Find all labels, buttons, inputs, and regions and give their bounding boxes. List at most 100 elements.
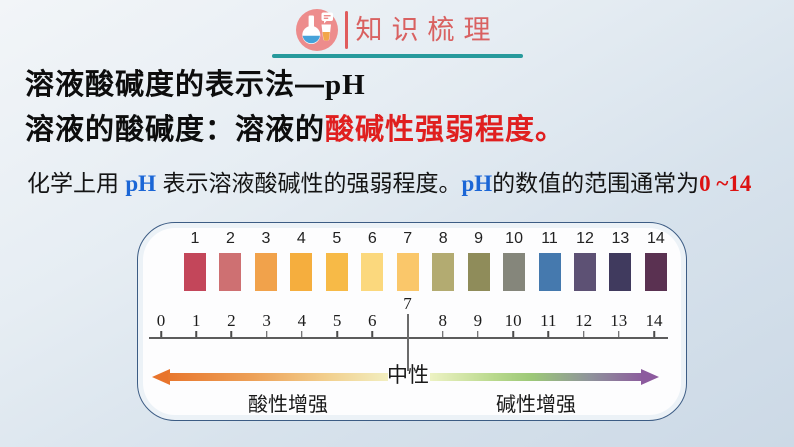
ruler-number: 6 xyxy=(368,311,377,330)
ph-strip-cell: 11 xyxy=(538,230,561,291)
ruler-number: 14 xyxy=(645,311,663,330)
ph-symbol: pH xyxy=(461,171,493,196)
ph-strip-cell: 13 xyxy=(609,230,632,291)
ph-strip-number: 2 xyxy=(226,230,235,247)
ph-strip-number: 6 xyxy=(367,230,377,247)
ph-strip-cell: 10 xyxy=(503,230,526,291)
ruler-tick xyxy=(301,331,303,338)
ph-strip-cell: 12 xyxy=(573,230,596,291)
header-row: 知识梳理 xyxy=(295,8,500,52)
ph-color-swatch xyxy=(609,253,632,291)
ruler-number: 10 xyxy=(504,311,522,330)
ph-strip-number: 13 xyxy=(611,230,630,247)
section-title: 知识梳理 xyxy=(355,14,500,45)
main-title-cn: 溶液酸碱度的表示法— xyxy=(25,69,326,101)
ruler-tick xyxy=(195,331,197,338)
ph-strip-cell: 9 xyxy=(467,230,490,291)
header-divider xyxy=(344,11,348,49)
ruler-tick xyxy=(547,331,550,338)
ruler-tick xyxy=(512,331,514,338)
ph-strip-cell: 4 xyxy=(290,230,313,291)
ph-color-swatch xyxy=(184,253,206,291)
ruler-tick xyxy=(477,331,479,338)
ph-strip-number: 9 xyxy=(474,230,484,247)
ruler-number: 1 xyxy=(191,311,201,330)
ph-color-swatch xyxy=(432,253,455,291)
ph-strip-cell: 7 xyxy=(396,230,419,291)
ph-strip-cell: 6 xyxy=(361,230,384,291)
ph-color-swatch xyxy=(219,253,242,291)
ph-strip-number: 14 xyxy=(646,230,665,247)
ph-scale-panel: 1 2 3 4 5 6 7 8 9 10 11 12 13 14 0 1 2 3 4 5 6 7 8 9 10 11 12 13 14… xyxy=(137,222,687,421)
ph-strip-number: 12 xyxy=(576,230,594,247)
ph-strip-cell: 1 xyxy=(184,231,206,291)
chemistry-flasks-icon xyxy=(295,9,338,51)
ph-color-swatch xyxy=(467,253,490,291)
ph-strip-cell: 2 xyxy=(219,230,242,291)
ruler-number: 13 xyxy=(610,311,628,330)
desc-seg1: 化学上用 xyxy=(27,170,126,196)
ph-color-swatch xyxy=(325,253,348,291)
main-title-ph: pH xyxy=(325,69,366,101)
ruler-tick xyxy=(371,331,374,338)
ruler-tick xyxy=(230,331,233,338)
ruler-tick xyxy=(160,331,162,338)
ph-strip-cell: 5 xyxy=(325,230,348,291)
ph-color-swatch xyxy=(538,253,561,291)
ruler-number: 11 xyxy=(540,311,557,330)
desc-seg2: 表示溶液酸碱性的强弱程度。 xyxy=(156,170,462,196)
ph-color-strip: 1 2 3 4 5 6 7 8 9 10 11 12 13 14 xyxy=(184,231,667,291)
ruler-number: 3 xyxy=(262,311,271,330)
ruler-baseline xyxy=(149,337,668,339)
ruler-number: 0 xyxy=(156,311,166,330)
acid-arrowhead-icon xyxy=(152,369,170,385)
ruler-tick xyxy=(618,331,620,338)
ph-strip-number: 5 xyxy=(332,230,342,247)
ph-strip-number: 11 xyxy=(541,230,558,247)
ph-color-swatch xyxy=(503,253,526,291)
neutral-label: 中性 xyxy=(387,363,429,387)
ruler-number: 5 xyxy=(332,311,342,330)
neutral-marker-line xyxy=(407,314,409,371)
ruler-number: 12 xyxy=(575,311,593,330)
ph-strip-cell: 8 xyxy=(432,230,455,291)
base-increase-label: 碱性增强 xyxy=(496,394,576,416)
ph-color-swatch xyxy=(290,253,313,291)
main-title: 溶液酸碱度的表示法—pH xyxy=(25,69,366,102)
ph-color-swatch xyxy=(573,253,596,291)
ph-range-value: 0 ~14 xyxy=(699,171,752,196)
ph-strip-number: 4 xyxy=(296,230,306,247)
ph-strip-cell: 14 xyxy=(644,230,667,291)
ph-strip-number: 8 xyxy=(438,230,448,247)
ruler-tick xyxy=(653,331,655,338)
acid-increase-label: 酸性增强 xyxy=(248,394,328,416)
ruler-tick xyxy=(441,331,444,338)
base-gradient-bar xyxy=(430,373,642,381)
definition-black: 溶液的酸碱度：溶液的 xyxy=(25,114,326,146)
ph-color-swatch xyxy=(644,253,667,291)
ruler-number: 8 xyxy=(438,311,447,330)
desc-seg3: 的数值的范围通常为 xyxy=(492,170,700,196)
base-arrowhead-icon xyxy=(641,369,659,385)
header: 知识梳理 xyxy=(0,8,794,58)
description-line: 化学上用 pH 表示溶液酸碱性的强弱程度。pH的数值的范围通常为0 ~14 xyxy=(27,170,751,198)
ph-symbol: pH xyxy=(125,171,157,196)
ruler-tick xyxy=(265,331,268,338)
ph-color-swatch xyxy=(361,253,384,291)
definition-red: 酸碱性强弱程度。 xyxy=(325,114,566,146)
acid-gradient-bar xyxy=(168,373,388,381)
ruler-number: 7 xyxy=(403,294,412,313)
header-underline xyxy=(271,54,523,58)
ph-strip-number: 7 xyxy=(403,230,413,247)
ruler-number: 4 xyxy=(297,311,307,330)
ph-strip-number: 10 xyxy=(505,230,523,247)
ph-strip-cell: 3 xyxy=(254,230,277,291)
ph-ruler: 0 1 2 3 4 5 6 7 8 9 10 11 12 13 14 xyxy=(157,294,663,338)
ruler-tick xyxy=(336,331,338,338)
ruler-number: 2 xyxy=(227,311,236,330)
ruler-number: 9 xyxy=(473,311,483,330)
ph-strip-number: 1 xyxy=(190,230,200,247)
ph-strip-number: 3 xyxy=(261,230,271,247)
ph-color-swatch xyxy=(396,253,419,291)
ph-color-swatch xyxy=(254,253,277,291)
